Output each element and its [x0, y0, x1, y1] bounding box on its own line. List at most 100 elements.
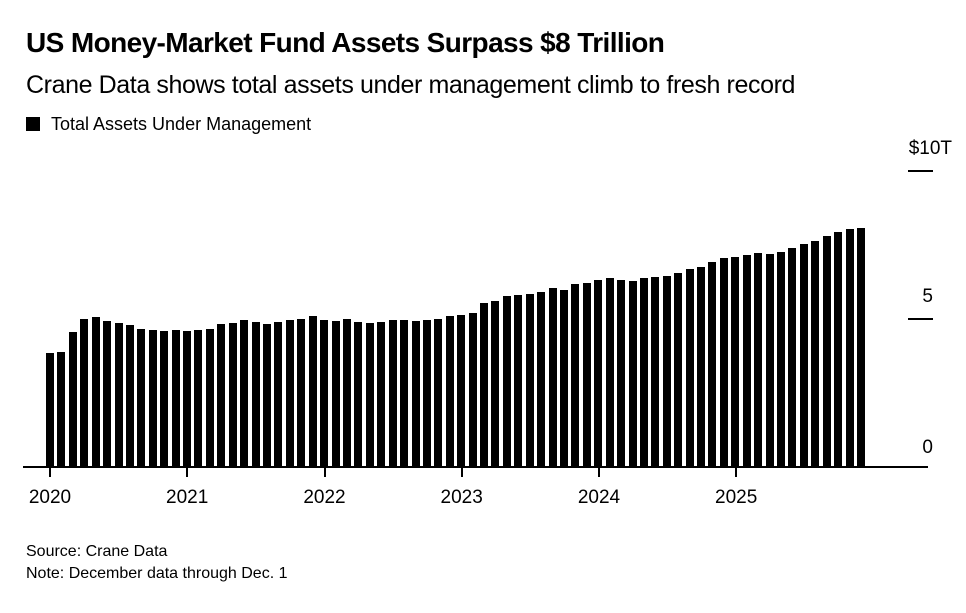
bar: [662, 275, 671, 466]
x-axis-tick: [735, 468, 738, 477]
y-axis-label: 5: [922, 285, 933, 307]
x-axis-label: 2025: [715, 487, 758, 508]
y-axis-label: 0: [922, 437, 933, 458]
bar: [582, 282, 591, 466]
note-line: Note: December data through Dec. 1: [26, 565, 288, 582]
x-axis-label: 2024: [577, 487, 621, 508]
bar: [228, 322, 237, 466]
bar: [719, 258, 728, 466]
bar: [777, 251, 785, 466]
bar: [331, 320, 340, 466]
x-axis-label: 2023: [440, 487, 483, 508]
bar: [171, 330, 180, 466]
bar: [183, 330, 192, 466]
bar: [148, 330, 157, 466]
x-axis-label: 2021: [166, 487, 209, 508]
bar: [308, 315, 317, 466]
bar: [651, 277, 660, 466]
bar: [822, 235, 831, 466]
bar: [445, 315, 454, 466]
bar: [491, 300, 500, 466]
y-axis-label: $10T: [908, 138, 952, 159]
bar: [856, 228, 865, 466]
bar: [799, 244, 808, 466]
bar: [834, 232, 843, 466]
bar: [68, 331, 77, 466]
bar: [217, 324, 226, 466]
bar: [537, 291, 546, 466]
bar: [57, 352, 66, 466]
source-line: Source: Crane Data: [26, 543, 168, 560]
bar: [502, 295, 511, 466]
bar: [605, 277, 614, 466]
bar: [548, 288, 557, 466]
bar: [274, 321, 283, 466]
bar: [697, 266, 706, 466]
bar: [137, 328, 146, 466]
bar: [617, 279, 626, 466]
x-axis-tick: [323, 468, 326, 477]
bar: [251, 321, 260, 466]
bar: [765, 253, 774, 466]
bar: [388, 320, 397, 466]
bar: [377, 321, 386, 466]
x-axis-line: [23, 466, 928, 468]
bar: [80, 318, 89, 466]
x-axis-label: 2022: [303, 487, 346, 508]
bar: [845, 229, 854, 466]
bar: [628, 281, 637, 466]
legend: Total Assets Under Management: [26, 114, 311, 134]
x-axis-tick: [460, 468, 463, 477]
bar: [342, 319, 351, 466]
bar: [205, 329, 214, 466]
bar: [571, 284, 580, 466]
bar: [240, 320, 249, 466]
bar: [160, 330, 169, 466]
bar: [434, 318, 443, 466]
bar: [674, 272, 683, 466]
bar: [708, 261, 717, 466]
legend-swatch-icon: [26, 117, 40, 131]
bar: [468, 313, 477, 466]
chart-subtitle: Crane Data shows total assets under mana…: [26, 71, 796, 99]
bar: [103, 321, 112, 466]
bar: [480, 303, 489, 466]
bar: [559, 289, 568, 466]
x-axis-tick: [186, 468, 189, 477]
bar: [46, 353, 54, 466]
x-axis-tick: [49, 468, 51, 477]
bar: [297, 318, 306, 466]
bar: [285, 320, 294, 466]
bar: [365, 323, 374, 466]
bar: [788, 248, 797, 466]
bar-plot-area: [46, 150, 866, 466]
chart-title: US Money-Market Fund Assets Surpass $8 T…: [26, 27, 665, 58]
bar: [514, 295, 523, 466]
legend-label: Total Assets Under Management: [51, 113, 312, 134]
bar: [114, 323, 123, 466]
bar: [91, 316, 100, 466]
bar: [731, 256, 740, 466]
bar: [263, 323, 272, 466]
bar: [594, 279, 603, 466]
bar: [457, 315, 466, 466]
x-axis-label: 2020: [28, 487, 72, 508]
footer: Source: Crane Data Note: December data t…: [26, 541, 287, 585]
bar: [194, 330, 203, 466]
bar: [400, 320, 409, 466]
bar: [811, 240, 820, 466]
y-axis-tick: [908, 317, 933, 320]
bar: [742, 254, 751, 466]
bar: [422, 320, 431, 466]
bar: [411, 320, 420, 466]
bar: [320, 319, 329, 466]
bar: [525, 294, 534, 466]
x-axis-tick: [598, 468, 600, 477]
y-axis-tick: [908, 170, 933, 172]
bar: [754, 252, 763, 466]
bar: [639, 278, 648, 466]
bar: [685, 268, 694, 466]
bar: [354, 321, 363, 466]
bar: [125, 325, 134, 466]
